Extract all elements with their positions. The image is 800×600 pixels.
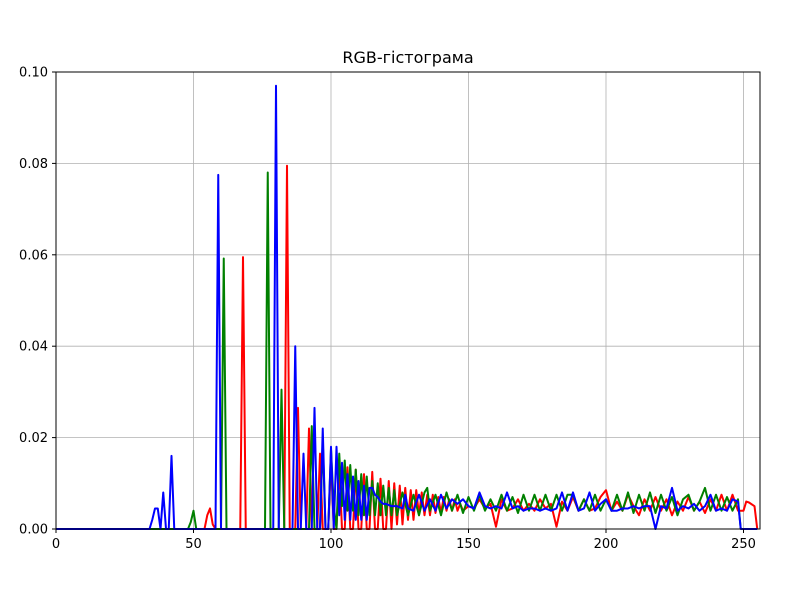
x-tick-label: 100 bbox=[319, 537, 344, 552]
grid-lines bbox=[55, 71, 760, 530]
y-tick-label: 0.10 bbox=[19, 66, 48, 81]
x-tick-label: 50 bbox=[185, 537, 202, 552]
x-axis-ticks: 0 50 100 150 200 250 bbox=[52, 529, 756, 552]
y-tick-label: 0.06 bbox=[19, 248, 48, 263]
x-tick-label: 0 bbox=[52, 537, 60, 552]
y-tick-label: 0.04 bbox=[19, 340, 48, 355]
red-channel-line bbox=[56, 164, 759, 530]
y-tick-label: 0.00 bbox=[19, 523, 48, 538]
series-lines bbox=[56, 84, 759, 530]
green-channel-line bbox=[56, 171, 742, 530]
y-tick-label: 0.08 bbox=[19, 157, 48, 172]
blue-channel-line bbox=[56, 84, 758, 530]
y-axis-ticks: 0.00 0.02 0.04 0.06 0.08 0.10 bbox=[19, 66, 56, 538]
x-tick-label: 200 bbox=[594, 537, 619, 552]
plot-frame bbox=[55, 71, 761, 530]
chart-title: RGB-гістограма bbox=[342, 48, 473, 67]
x-tick-label: 250 bbox=[731, 537, 756, 552]
y-tick-label: 0.02 bbox=[19, 431, 48, 446]
x-tick-label: 150 bbox=[456, 537, 481, 552]
